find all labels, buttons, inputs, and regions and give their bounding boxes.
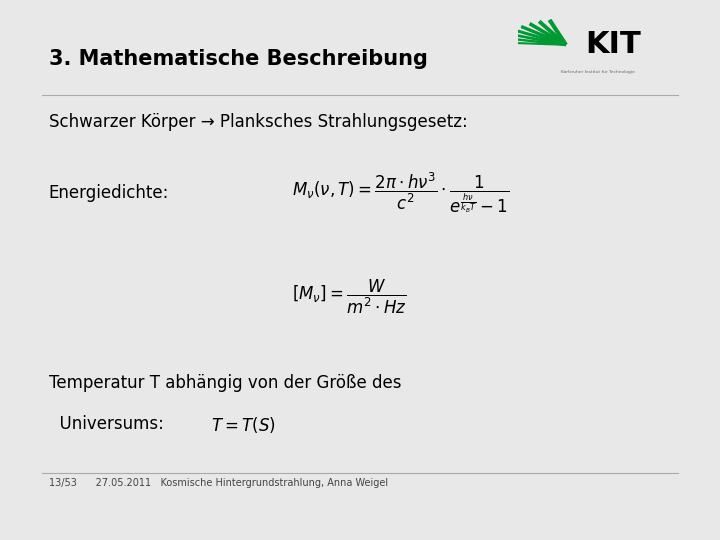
Text: Energiedichte:: Energiedichte: bbox=[49, 184, 169, 202]
Text: $M_{\nu}(\nu,T)=\dfrac{2\pi \cdot h\nu^3}{c^2} \cdot \dfrac{1}{e^{\frac{h\nu}{k_: $M_{\nu}(\nu,T)=\dfrac{2\pi \cdot h\nu^3… bbox=[292, 171, 510, 215]
Text: Temperatur T abhängig von der Größe des: Temperatur T abhängig von der Größe des bbox=[49, 374, 401, 392]
Text: 3. Mathematische Beschreibung: 3. Mathematische Beschreibung bbox=[49, 49, 428, 69]
Text: $T = T(S)$: $T = T(S)$ bbox=[211, 415, 276, 435]
Text: 13/53      27.05.2011   Kosmische Hintergrundstrahlung, Anna Weigel: 13/53 27.05.2011 Kosmische Hintergrundst… bbox=[49, 478, 388, 488]
Text: KIT: KIT bbox=[585, 30, 641, 59]
Text: Universums:: Universums: bbox=[49, 415, 163, 433]
Text: $[M_{\nu}] = \dfrac{W}{m^2 \cdot Hz}$: $[M_{\nu}] = \dfrac{W}{m^2 \cdot Hz}$ bbox=[292, 278, 408, 316]
Text: Karlsruher Institut für Technologie: Karlsruher Institut für Technologie bbox=[561, 70, 634, 74]
Text: Schwarzer Körper → Planksches Strahlungsgesetz:: Schwarzer Körper → Planksches Strahlungs… bbox=[49, 113, 467, 131]
